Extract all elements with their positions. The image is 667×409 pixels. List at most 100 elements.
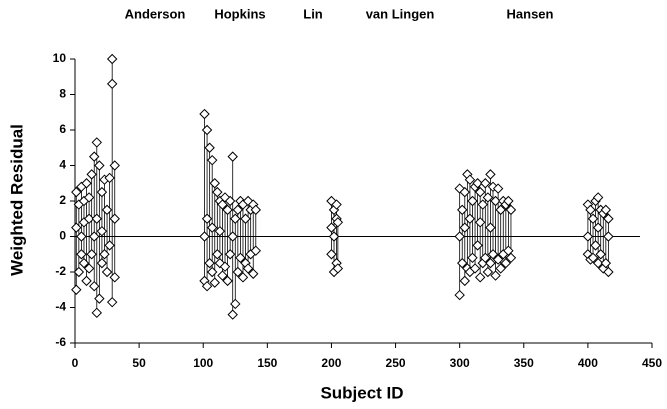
point [96,257,108,269]
y-tick-label: 10 [53,51,67,65]
point [457,257,468,269]
point [227,309,238,320]
point [201,124,213,136]
point [503,195,514,207]
point [106,53,118,65]
point [73,266,85,278]
point [505,204,517,216]
point [490,195,501,207]
point [217,199,228,210]
point [76,249,87,260]
point [212,186,223,198]
point [206,266,218,278]
point [224,249,236,260]
point [212,249,223,260]
group-label: Hansen [507,6,554,21]
point [590,240,601,251]
point [71,186,82,198]
point [454,231,465,242]
point [469,263,481,274]
point [222,275,233,287]
x-tick-label: 200 [321,356,341,370]
group-label: van Lingen [366,6,435,21]
point [199,231,210,242]
y-tick-label: 8 [59,87,66,101]
point [104,240,115,251]
point [201,280,213,292]
group-label: Hopkins [214,6,265,21]
point [204,142,215,153]
x-tick-label: 100 [193,356,213,370]
point [592,222,604,233]
point [474,186,486,198]
point [459,275,471,287]
point [199,108,210,120]
point [592,192,604,203]
point [603,213,614,224]
point [250,204,262,216]
point [89,231,100,242]
point [587,252,599,264]
y-tick-label: 6 [59,122,66,136]
point [485,222,496,233]
point [219,261,231,272]
point [474,217,486,228]
point [81,178,92,189]
point [217,270,228,281]
point [76,231,87,242]
point [600,204,612,216]
point [328,231,340,242]
point [209,178,220,189]
point [242,263,254,274]
point [96,186,108,198]
x-tick-label: 50 [132,356,146,370]
y-tick-label: 2 [59,193,66,207]
y-tick-label: -4 [55,300,66,314]
y-tick-label: 4 [59,158,66,172]
point [96,225,108,237]
point [600,257,612,269]
point [457,204,468,216]
point [464,213,476,224]
point [459,222,471,233]
point [331,199,342,210]
x-axis-title: Subject ID [320,383,403,402]
point [206,154,218,166]
point [495,204,506,216]
point [485,169,496,180]
point [464,174,476,185]
point [209,277,220,288]
point [232,266,244,278]
point [201,213,213,224]
group-label: Anderson [125,6,186,21]
point [240,213,251,224]
point [495,263,506,274]
point [109,272,120,283]
point [99,249,110,260]
point [83,263,95,274]
x-tick-label: 400 [578,356,598,370]
point [474,272,486,283]
point [326,249,337,260]
x-tick-label: 0 [72,356,79,370]
point [595,249,606,260]
point [235,252,246,264]
point [86,169,97,180]
point [224,195,236,207]
point [86,249,97,260]
point [91,307,103,319]
x-tick-label: 300 [450,356,470,370]
point [467,195,478,207]
point [230,213,241,224]
point [78,257,90,269]
point [490,270,501,281]
y-tick-label: 0 [59,229,66,243]
point [603,231,614,242]
point [480,252,491,264]
point [485,257,496,269]
point [94,160,105,171]
point [480,178,491,189]
point [222,204,233,216]
point [492,183,504,194]
